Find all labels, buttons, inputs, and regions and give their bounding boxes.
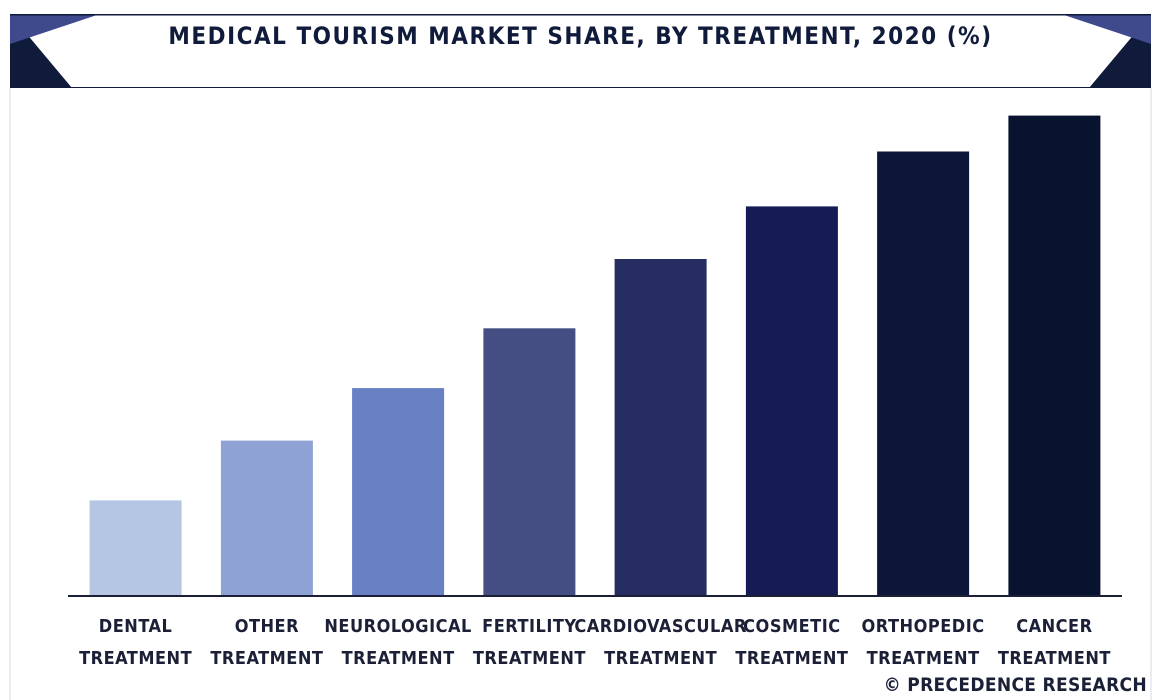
x-tick-label: TREATMENT [604,648,717,669]
x-tick-label: OTHER [235,616,299,637]
source-credit: © PRECEDENCE RESEARCH [883,674,1147,696]
bar-cancer [1008,115,1101,596]
x-tick-label: FERTILITY [482,616,576,637]
x-tick-label: TREATMENT [735,648,848,669]
x-tick-label: TREATMENT [342,648,455,669]
x-tick-label: TREATMENT [473,648,586,669]
x-tick-label: DENTAL [99,616,173,637]
bar-orthopedic [877,151,970,596]
x-tick-label: CANCER [1016,616,1092,637]
title-banner-right-accent [1061,14,1151,44]
x-tick-label: TREATMENT [998,648,1111,669]
x-tick-label: TREATMENT [867,648,980,669]
title-banner [10,14,1151,88]
bar-cosmetic [745,206,838,596]
x-tick-label: COSMETIC [743,616,840,637]
x-tick-label: TREATMENT [79,648,192,669]
bar-cardiovascular [614,259,707,596]
chart-title: MEDICAL TOURISM MARKET SHARE, BY TREATME… [168,22,993,50]
title-banner-left-accent [10,14,100,44]
bar-dental [89,500,182,596]
title-banner-top-bar [10,14,1151,88]
bar-neurological [352,388,445,596]
bar-other [220,440,313,596]
x-tick-label: TREATMENT [210,648,323,669]
x-tick-label: NEUROLOGICAL [324,616,472,637]
bar-fertility [483,328,576,596]
x-tick-label: ORTHOPEDIC [862,616,985,637]
x-tick-label: CARDIOVASCULAR [574,616,747,637]
